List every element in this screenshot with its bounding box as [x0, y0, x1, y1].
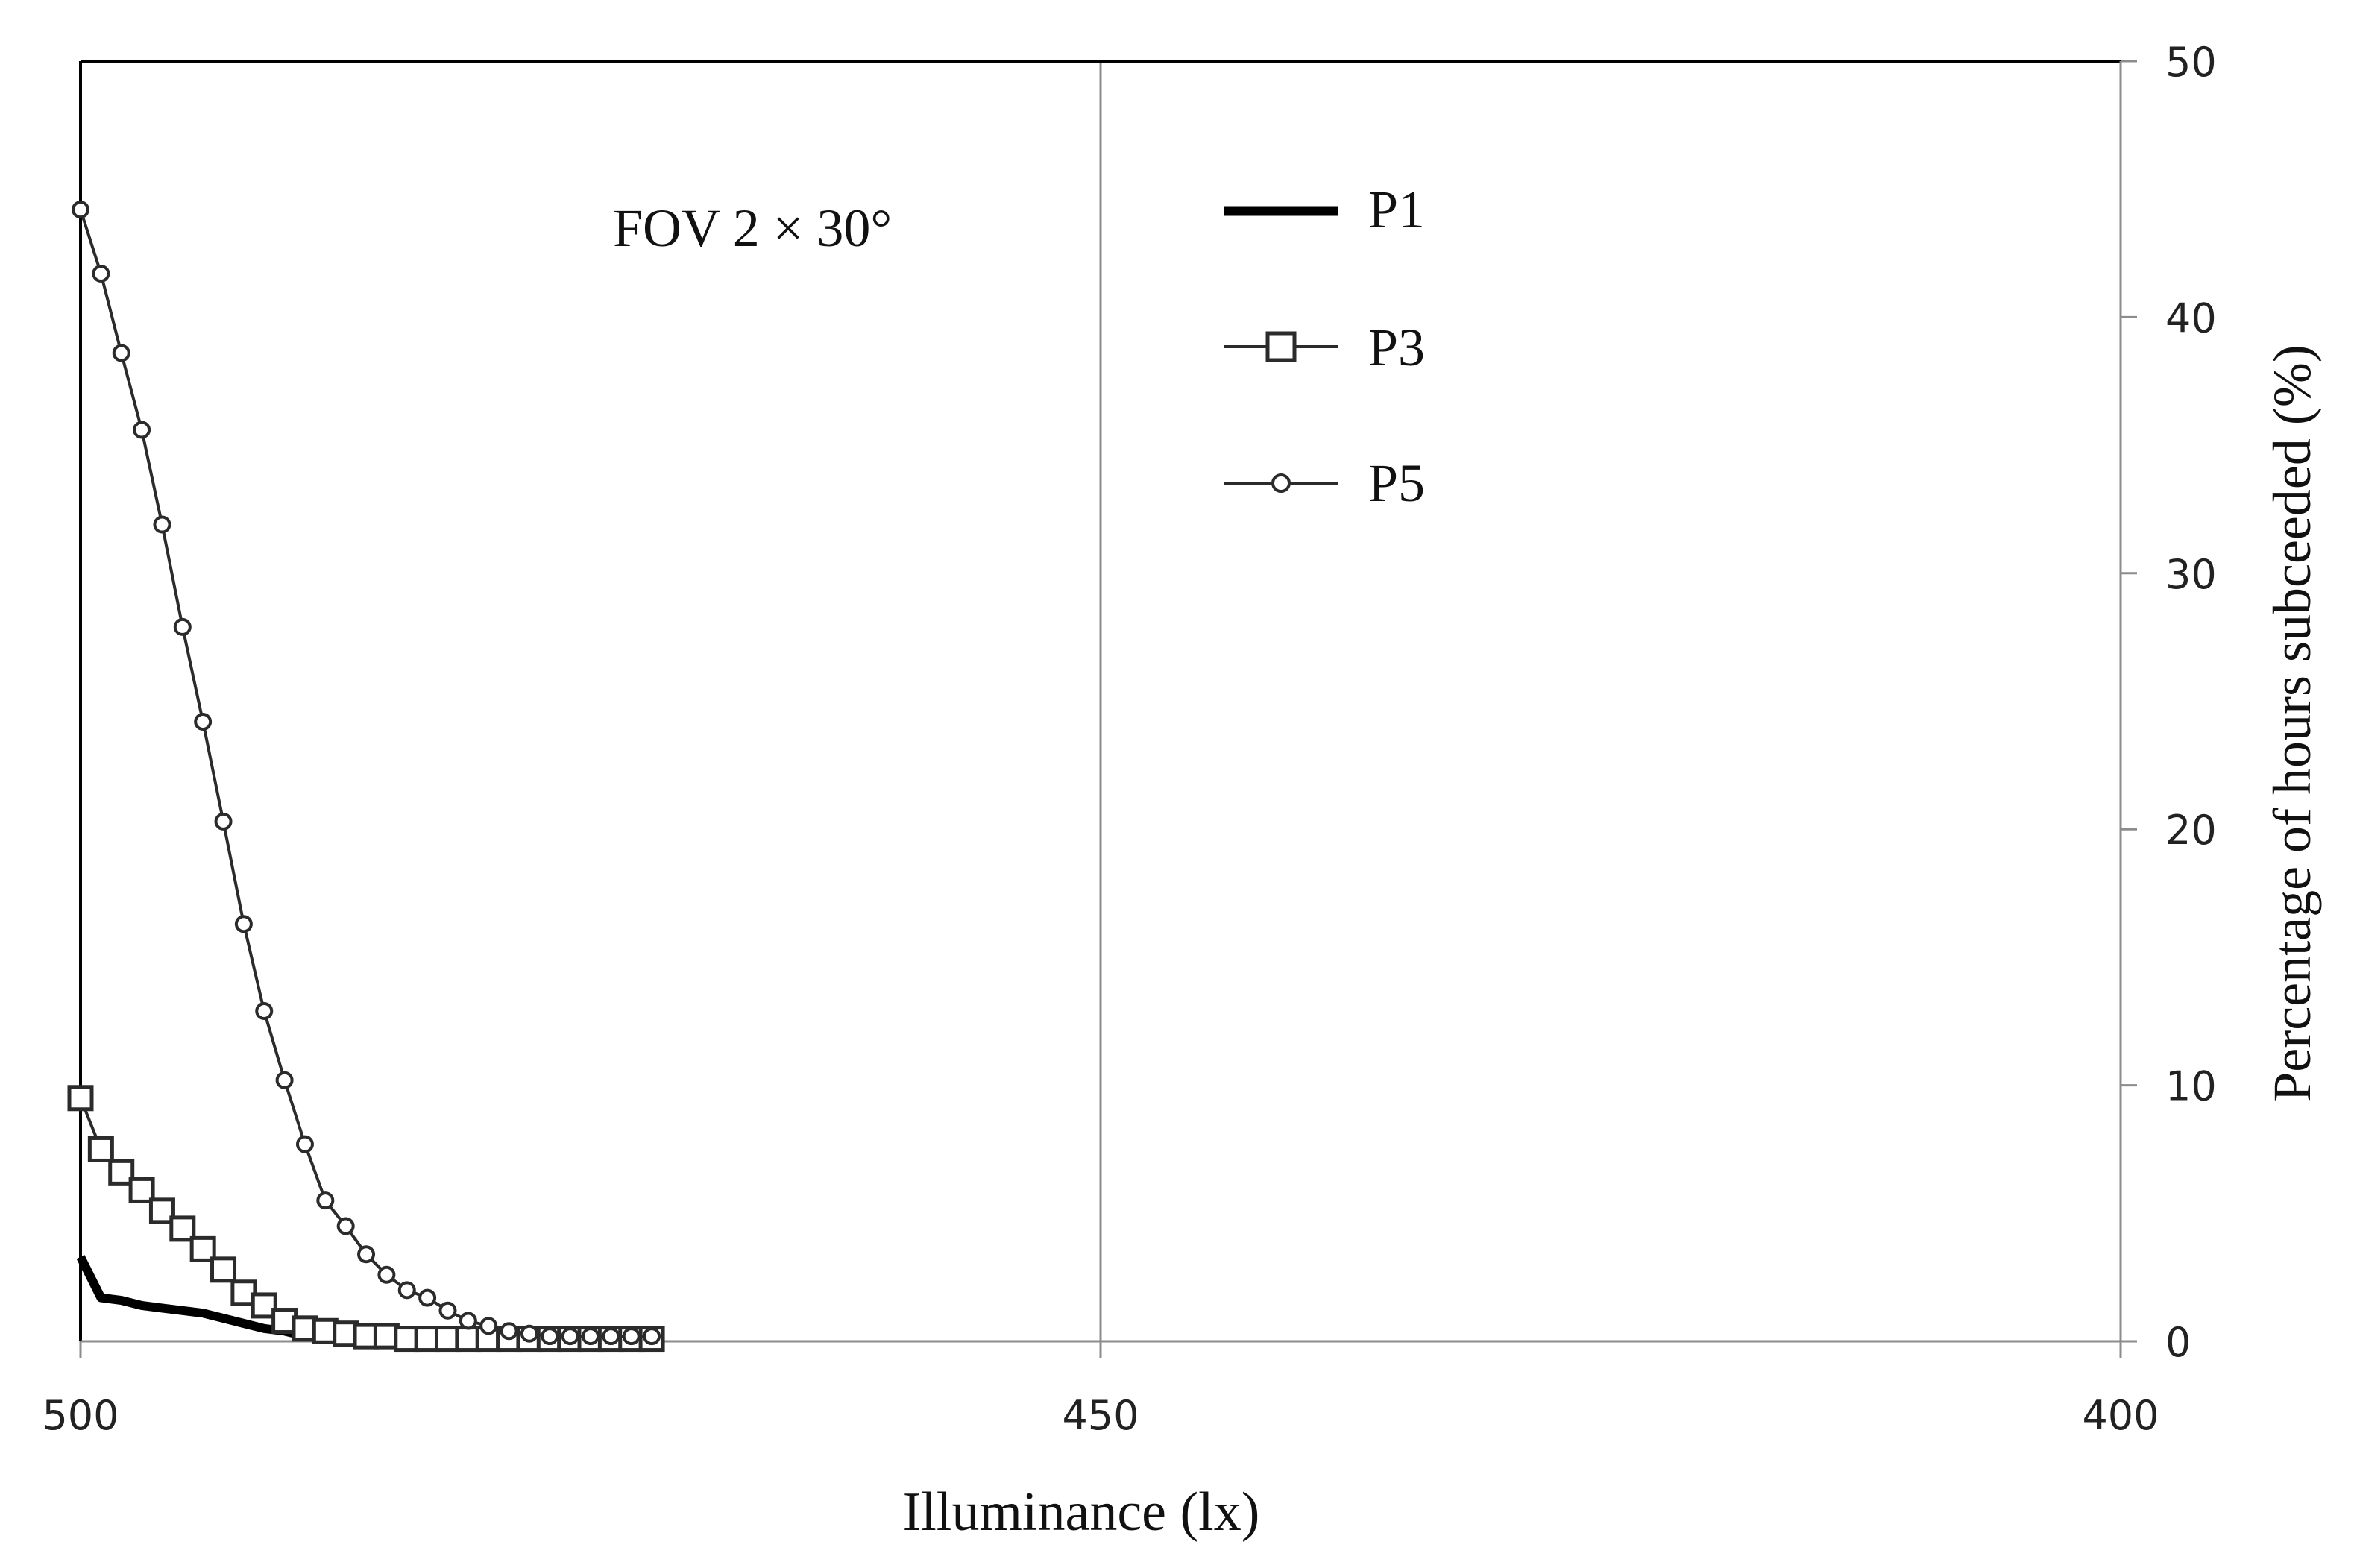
data-point-p5	[336, 1217, 355, 1235]
data-point-p5	[275, 1071, 294, 1089]
data-point-p5	[561, 1327, 579, 1346]
data-point-p5	[153, 515, 171, 534]
data-point-p1	[100, 1297, 102, 1299]
fov-annotation: FOV 2 × 30°	[613, 198, 892, 258]
data-point-p1	[120, 1300, 122, 1302]
data-point-p5	[316, 1191, 335, 1210]
x-tick-label-400: 400	[2082, 1392, 2159, 1439]
x-axis-label: Illuminance (lx)	[903, 1482, 1260, 1543]
legend-label-p3: P3	[1368, 318, 1425, 377]
legend-label-p5: P5	[1368, 453, 1425, 513]
data-point-p3	[87, 1136, 114, 1162]
legend-marker-p3	[1265, 331, 1297, 362]
data-point-p5	[541, 1327, 559, 1346]
legend-item-p3: P3	[1224, 318, 1425, 377]
y-tick-label-30: 30	[2165, 551, 2217, 598]
legend-label-p1: P1	[1368, 180, 1425, 239]
data-point-p3	[148, 1197, 175, 1224]
data-point-p3	[169, 1215, 196, 1242]
legend-marker-p5	[1271, 473, 1291, 493]
data-point-p5	[173, 617, 192, 636]
data-point-p5	[520, 1324, 538, 1343]
data-point-p5	[133, 421, 151, 439]
data-point-p5	[438, 1301, 457, 1320]
data-point-p5	[295, 1135, 314, 1153]
data-point-p3	[67, 1085, 94, 1112]
data-point-p1	[80, 1256, 81, 1258]
data-point-p5	[459, 1312, 477, 1330]
data-point-p1	[263, 1327, 265, 1329]
data-point-p1	[141, 1304, 143, 1306]
y-tick-label-0: 0	[2165, 1319, 2191, 1366]
y-tick-label-10: 10	[2165, 1063, 2217, 1110]
data-point-p5	[479, 1317, 498, 1335]
data-point-p3	[128, 1177, 155, 1203]
data-point-p1	[181, 1309, 183, 1312]
data-point-p5	[72, 201, 89, 219]
data-point-p5	[500, 1322, 518, 1341]
series-layer	[67, 201, 665, 1353]
data-point-p1	[222, 1317, 224, 1320]
y-tick-label-50: 50	[2165, 39, 2217, 86]
data-point-p5	[418, 1288, 437, 1307]
data-point-p5	[112, 344, 130, 362]
data-point-p5	[397, 1281, 416, 1300]
data-point-p5	[194, 712, 213, 731]
tick-labels: 0 10 20 30 40 50 500 450 400	[42, 39, 2216, 1439]
y-tick-label-20: 20	[2165, 807, 2217, 854]
x-tick-label-500: 500	[42, 1392, 119, 1439]
data-point-p5	[377, 1265, 396, 1284]
data-point-p3	[251, 1292, 277, 1319]
x-tick-label-450: 450	[1062, 1392, 1139, 1439]
data-point-p1	[202, 1312, 204, 1314]
data-point-p5	[582, 1327, 599, 1346]
data-point-p5	[234, 915, 253, 933]
data-point-p1	[242, 1322, 245, 1324]
legend-item-p5: P5	[1224, 453, 1425, 513]
data-point-p5	[643, 1327, 661, 1346]
series-p5	[72, 201, 661, 1346]
y-axis-label: Percentage of hours subceeded (%)	[2262, 344, 2322, 1102]
data-point-p1	[161, 1307, 163, 1309]
data-point-p5	[214, 812, 233, 831]
legend: P1 P3 P5	[1224, 180, 1425, 513]
data-point-p5	[622, 1327, 641, 1346]
data-point-p5	[602, 1327, 620, 1346]
y-tick-label-40: 40	[2165, 295, 2217, 341]
data-point-p5	[92, 265, 110, 283]
data-point-p5	[357, 1245, 376, 1264]
legend-item-p1: P1	[1224, 180, 1425, 239]
data-point-p3	[210, 1256, 237, 1283]
data-point-p5	[255, 1002, 274, 1021]
